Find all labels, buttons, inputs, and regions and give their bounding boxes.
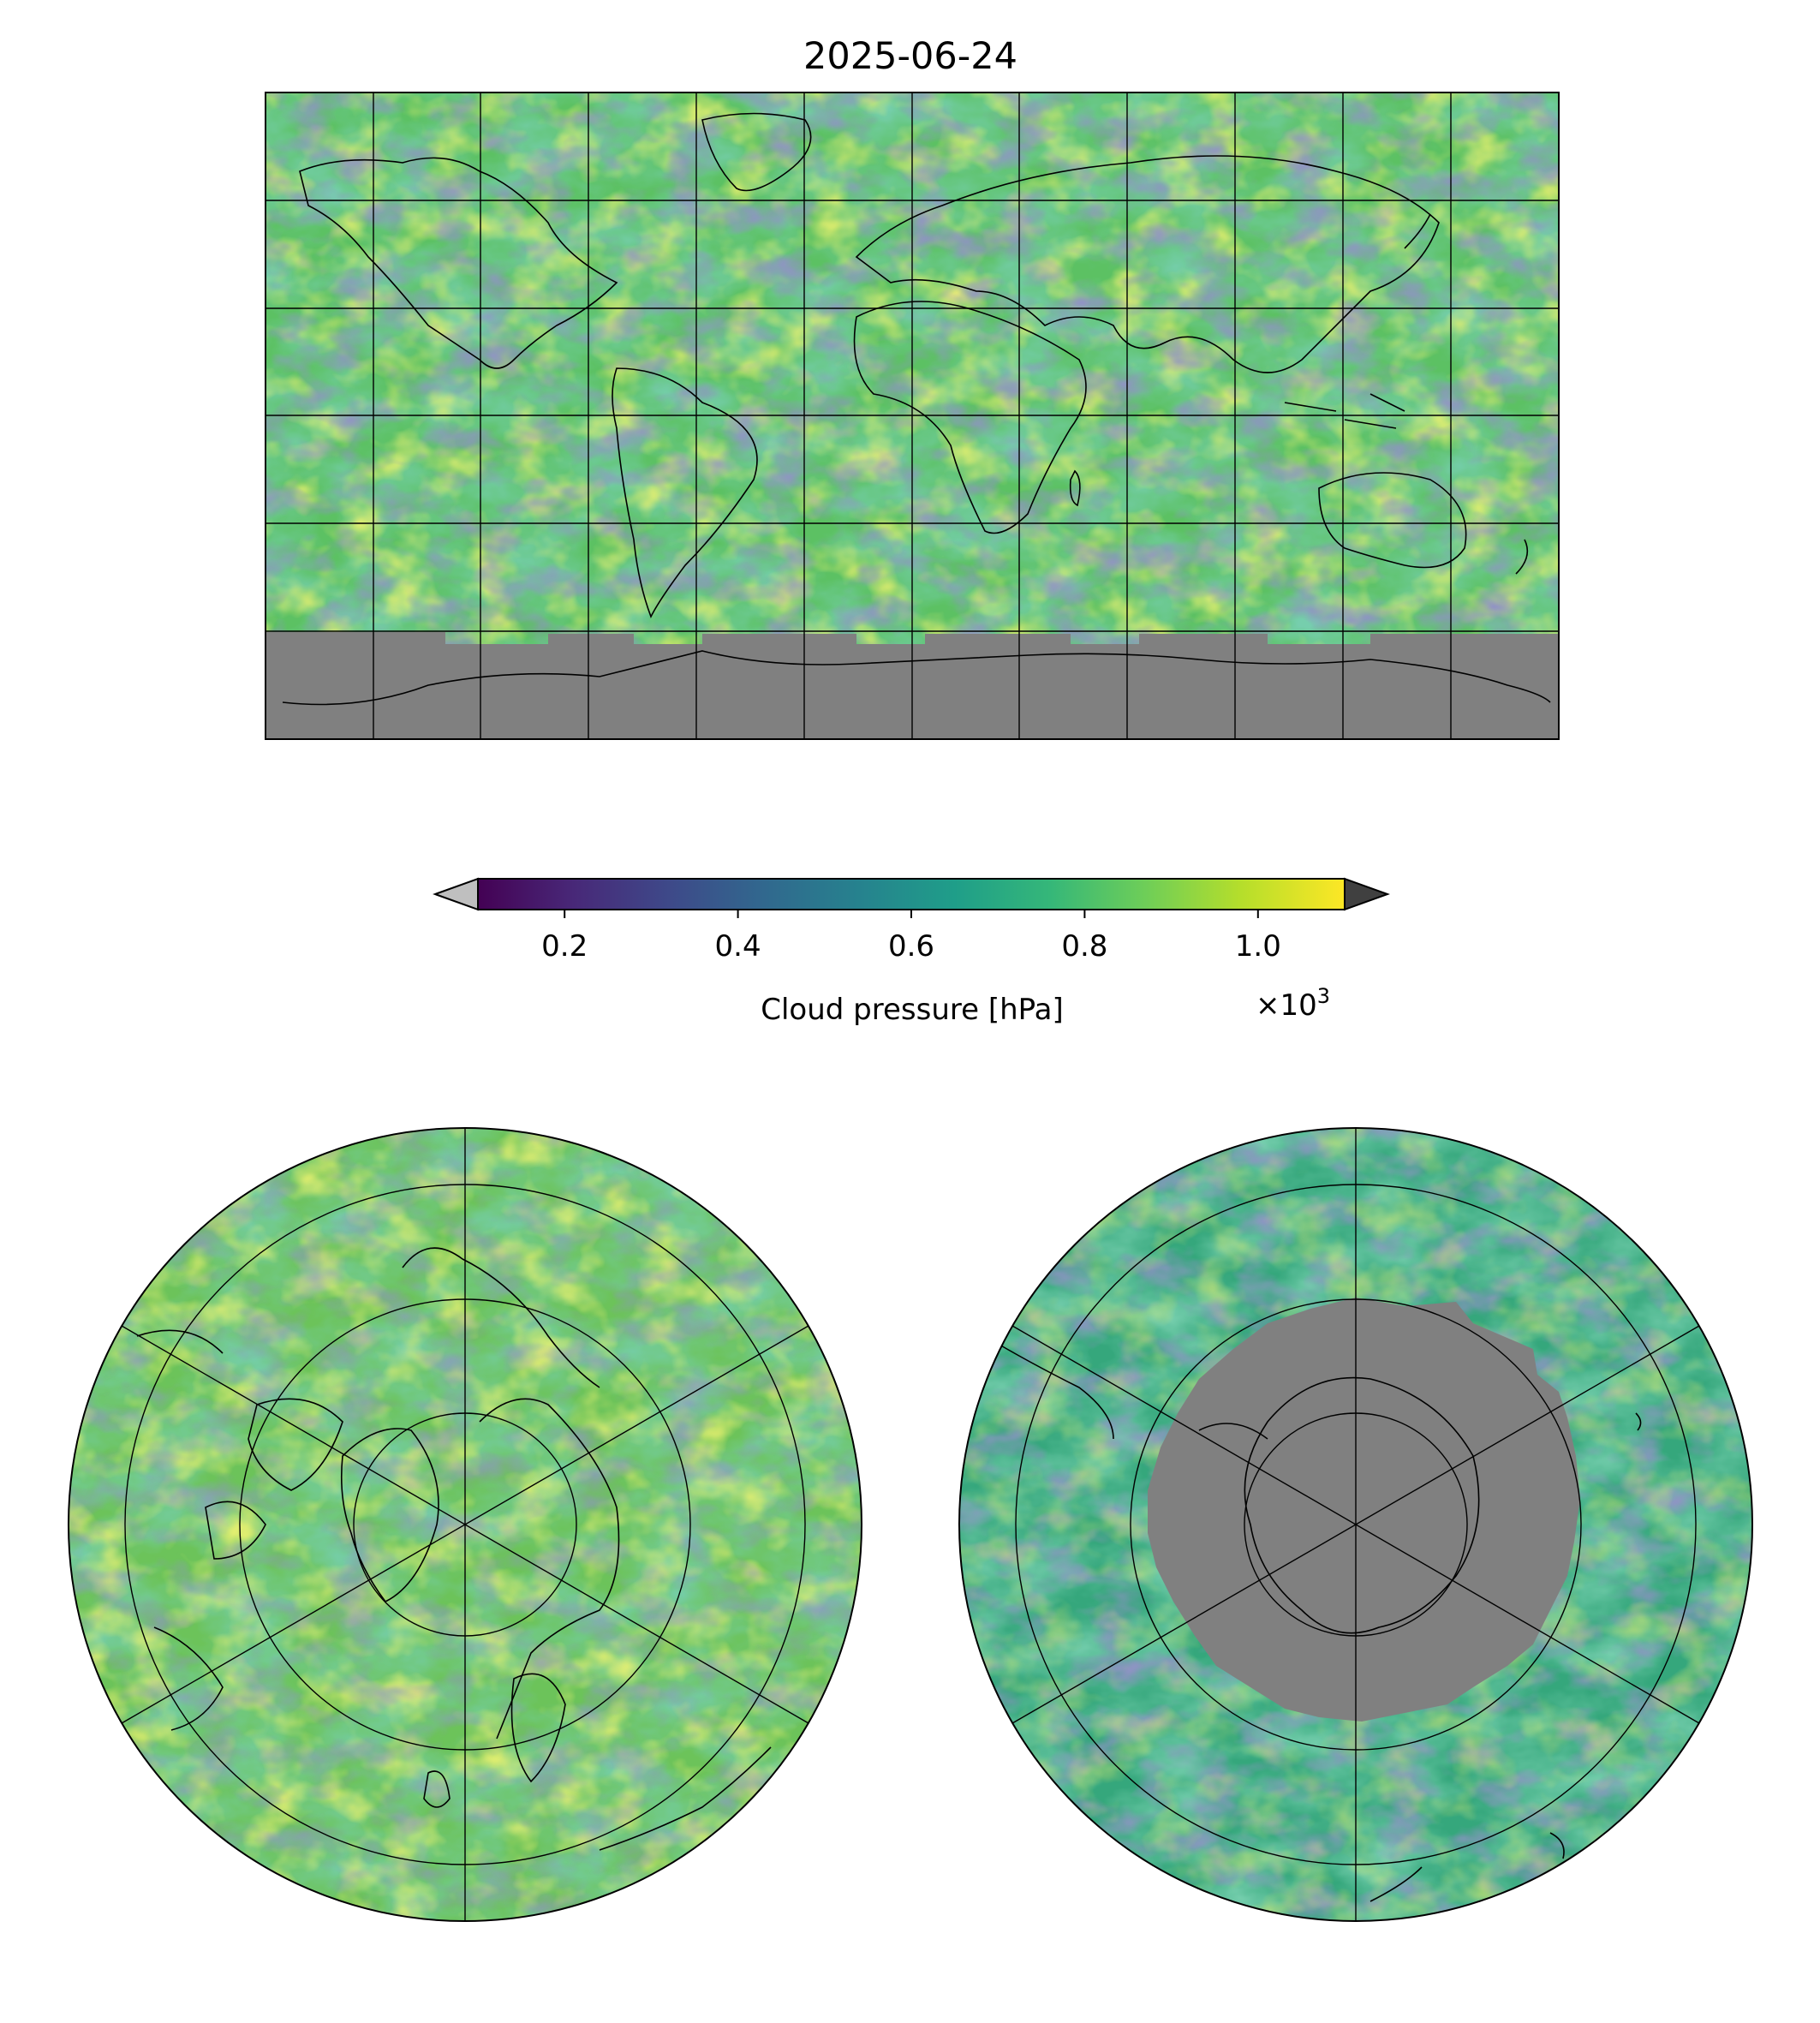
coastlines [282,112,1551,706]
colorbar-ticks: 0.2 0.4 0.6 0.8 1.0 [541,910,1281,964]
colorbar-tick-label: 0.2 [541,929,588,964]
colorbar-tick-label: 0.6 [888,929,934,964]
figure-title: 2025-06-24 [803,35,1017,78]
global-map-frame [265,92,1560,740]
global-gridlines [266,92,1559,739]
colorbar-gradient [478,879,1345,910]
south-polar-frame [958,1127,1753,1922]
colorbar-tick-label: 0.8 [1061,929,1107,964]
south-polar-map [959,1128,1752,1921]
north-graticule [121,1128,809,1921]
global-map [266,92,1559,739]
south-graticule [1011,1128,1700,1921]
colorbar: 0.2 0.4 0.6 0.8 1.0 Cloud pressure [hPa] ×10… [433,877,1390,1027]
colorbar-over-extend [1344,877,1390,911]
colorbar-under-extend [433,877,479,911]
south-no-data-region [1148,1298,1580,1722]
north-polar-map [69,1128,862,1921]
colorbar-multiplier: ×103 [1256,984,1330,1023]
colorbar-tick-label: 1.0 [1235,929,1281,964]
north-coastlines [136,1247,772,1851]
colorbar-label: Cloud pressure [hPa] [761,993,1063,1027]
south-coastlines [984,1335,1642,1902]
north-polar-frame [68,1127,862,1922]
colorbar-tick-label: 0.4 [715,929,761,964]
